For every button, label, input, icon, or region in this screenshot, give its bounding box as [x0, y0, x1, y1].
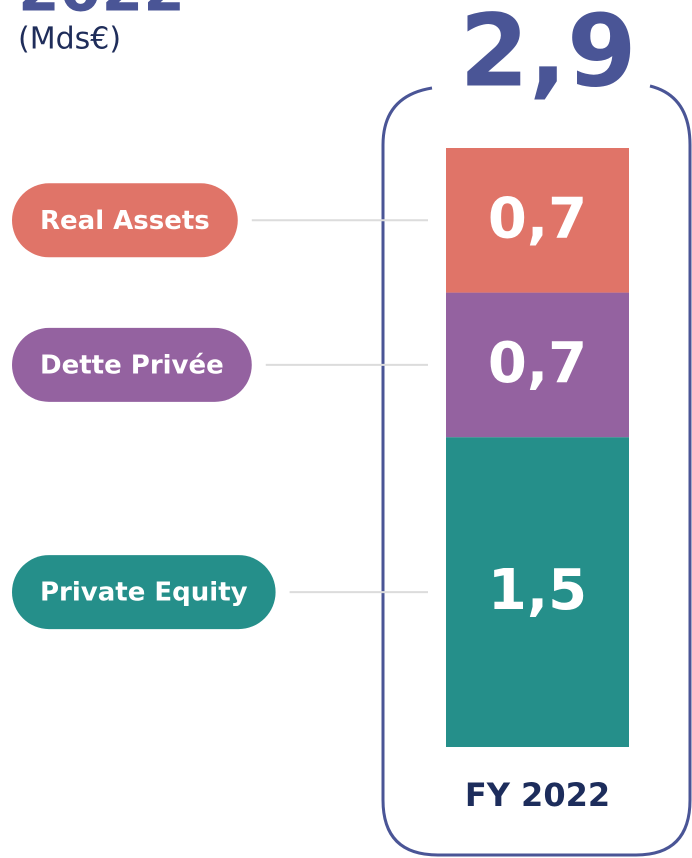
- bar-segment: [446, 292, 629, 438]
- bracket: [381, 84, 692, 857]
- legend-label: Private Equity: [40, 578, 248, 608]
- legend-label: Real Assets: [40, 206, 210, 236]
- legend-pill: [12, 183, 238, 258]
- value-label: 0,7: [488, 331, 587, 396]
- value-label: 0,7: [488, 186, 587, 251]
- bar-segment: [446, 437, 629, 747]
- legend-pill: [12, 327, 252, 402]
- value-label: 1,5: [488, 558, 587, 623]
- chart-title: 2022: [18, 0, 185, 26]
- chart-subtitle: (Mds€): [18, 22, 121, 57]
- legend-pill: [12, 555, 276, 630]
- bar-segment: [446, 148, 629, 293]
- total-label: 2,9: [459, 0, 636, 109]
- legend-label: Dette Privée: [40, 350, 224, 380]
- x-tick-label: FY 2022: [465, 776, 610, 814]
